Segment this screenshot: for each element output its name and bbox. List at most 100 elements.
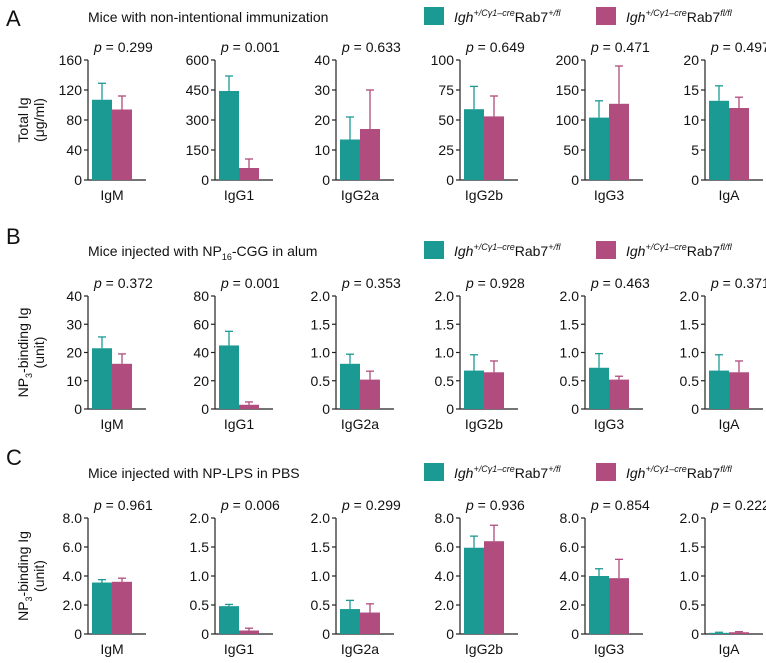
- legend-control-label: Igh+/Cγ1–creRab7+/fl: [454, 464, 561, 481]
- p-value-label: p = 0.299: [341, 497, 401, 513]
- y-tick-label: 40: [66, 142, 82, 158]
- y-tick-label: 20: [66, 345, 82, 361]
- bar-control: [709, 632, 729, 634]
- y-tick-label: 600: [186, 52, 210, 68]
- y-tick-label: 0: [691, 626, 699, 642]
- y-axis-label-line1: NP3-binding Ig: [15, 308, 34, 398]
- legend-knockout-label-gene-sup: fl/fl: [720, 464, 733, 474]
- y-tick-label: 5: [691, 142, 699, 158]
- y-tick-label: 1.0: [190, 568, 210, 584]
- p-value-number: = 0.001: [229, 39, 280, 55]
- bar-control: [709, 100, 729, 180]
- y-axis-label-line1: Total Ig: [15, 97, 31, 142]
- subplot-igg2b: 0 25 50 75 100 p = 0.649 IgG2b: [431, 39, 525, 203]
- panel-title: Mice injected with NP16-CGG in alum: [88, 243, 317, 262]
- p-value-label: p = 0.961: [93, 497, 153, 513]
- y-tick-label: 0: [74, 172, 82, 188]
- y-tick-label: 0: [201, 401, 209, 417]
- y-tick-label: 0: [446, 626, 454, 642]
- y-tick-label: 6.0: [63, 539, 83, 555]
- legend-knockout-label-prefix: Igh: [626, 243, 646, 259]
- subplot-igg3: 0 2.0 4.0 6.0 8.0 p = 0.854 IgG3: [560, 497, 650, 657]
- x-category-label: IgG2b: [465, 641, 503, 657]
- subplot-igg3: 0 0.5 1.0 1.5 2.0 p = 0.463 IgG3: [560, 275, 650, 432]
- bar-knockout: [239, 168, 259, 180]
- y-axis-label-line1: NP3-binding Ig: [15, 531, 34, 621]
- y-tick-label: 1.5: [680, 539, 700, 555]
- y-tick-label: 8.0: [560, 510, 580, 526]
- bar-control: [589, 117, 609, 180]
- p-value-label: p = 0.463: [590, 275, 650, 291]
- y-tick-label: 0: [446, 172, 454, 188]
- y-tick-label: 2.0: [435, 288, 455, 304]
- panel-letter: B: [6, 224, 21, 249]
- bar-knockout: [609, 103, 629, 180]
- y-tick-label: 1.0: [311, 345, 331, 361]
- p-value-label: p = 0.001: [220, 275, 280, 291]
- legend-knockout-label-gene: Rab7: [687, 243, 721, 259]
- ylabel-main: NP: [15, 601, 31, 620]
- x-category-label: IgG2a: [341, 416, 379, 432]
- y-tick-label: 0.5: [680, 597, 700, 613]
- subplot-igg2b: 0 2.0 4.0 6.0 8.0 p = 0.936 IgG2b: [435, 497, 525, 657]
- ylabel-main: NP: [15, 378, 31, 397]
- y-tick-label: 75: [438, 82, 454, 98]
- p-value-symbol: p: [220, 39, 229, 55]
- y-tick-label: 2.0: [680, 510, 700, 526]
- y-tick-label: 25: [438, 142, 454, 158]
- legend-knockout-label-prefix: Igh: [626, 9, 646, 25]
- legend-knockout-label-prefix: Igh: [626, 465, 646, 481]
- p-value-symbol: p: [590, 39, 599, 55]
- y-tick-label: 8.0: [435, 510, 455, 526]
- panel-title: Mice injected with NP-LPS in PBS: [88, 465, 300, 481]
- bar-control: [219, 606, 239, 634]
- legend-control-label-prefix: Igh: [454, 243, 474, 259]
- p-value-symbol: p: [220, 497, 229, 513]
- p-value-number: = 0.372: [102, 275, 153, 291]
- y-tick-label: 20: [683, 52, 699, 68]
- y-tick-label: 1.5: [311, 316, 331, 332]
- title-subscript: 16: [222, 252, 232, 262]
- x-category-label: IgG3: [594, 641, 625, 657]
- y-tick-label: 20: [193, 373, 209, 389]
- x-category-label: IgG2b: [465, 187, 503, 203]
- p-value-label: p = 0.222: [710, 497, 766, 513]
- y-tick-label: 0: [201, 172, 209, 188]
- y-tick-label: 0.5: [311, 597, 331, 613]
- y-tick-label: 1.5: [560, 316, 580, 332]
- bar-control: [464, 547, 484, 634]
- y-tick-label: 0: [74, 626, 82, 642]
- y-axis-label: NP3-binding Ig (unit): [15, 308, 47, 398]
- ylabel-rest: -binding Ig: [15, 531, 31, 596]
- bar-knockout: [360, 129, 380, 180]
- p-value-number: = 0.854: [599, 497, 650, 513]
- legend-control-label: Igh+/Cγ1–creRab7+/fl: [454, 8, 561, 25]
- bar-knockout: [484, 372, 504, 409]
- p-value-number: = 0.471: [599, 39, 650, 55]
- y-tick-label: 100: [556, 112, 580, 128]
- panel-title: Mice with non-intentional immunization: [88, 9, 328, 25]
- bar-knockout: [360, 612, 380, 634]
- y-tick-label: 4.0: [560, 568, 580, 584]
- title-main: Mice injected with NP: [88, 243, 222, 259]
- y-tick-label: 2.0: [680, 288, 700, 304]
- p-value-label: p = 0.006: [220, 497, 280, 513]
- y-axis-label-line2: (unit): [31, 337, 47, 369]
- bar-control: [464, 109, 484, 180]
- ylabel-subscript: 3: [24, 373, 34, 378]
- subplot-igg2b: 0 0.5 1.0 1.5 2.0 p = 0.928 IgG2b: [435, 275, 525, 432]
- y-tick-label: 10: [66, 373, 82, 389]
- bar-control: [219, 345, 239, 409]
- y-axis-label-line2: (unit): [31, 560, 47, 592]
- bar-knockout: [484, 541, 504, 634]
- bar-control: [92, 99, 112, 180]
- legend-control-swatch: [424, 241, 444, 259]
- ylabel-subscript: 3: [24, 596, 34, 601]
- x-category-label: IgG1: [224, 641, 255, 657]
- legend-control-label-sup: +/Cγ1–cre: [473, 242, 514, 252]
- y-tick-label: 1.5: [311, 539, 331, 555]
- y-tick-label: 40: [193, 345, 209, 361]
- y-tick-label: 0: [571, 626, 579, 642]
- title-rest: -CGG in alum: [232, 243, 318, 259]
- y-tick-label: 1.0: [560, 345, 580, 361]
